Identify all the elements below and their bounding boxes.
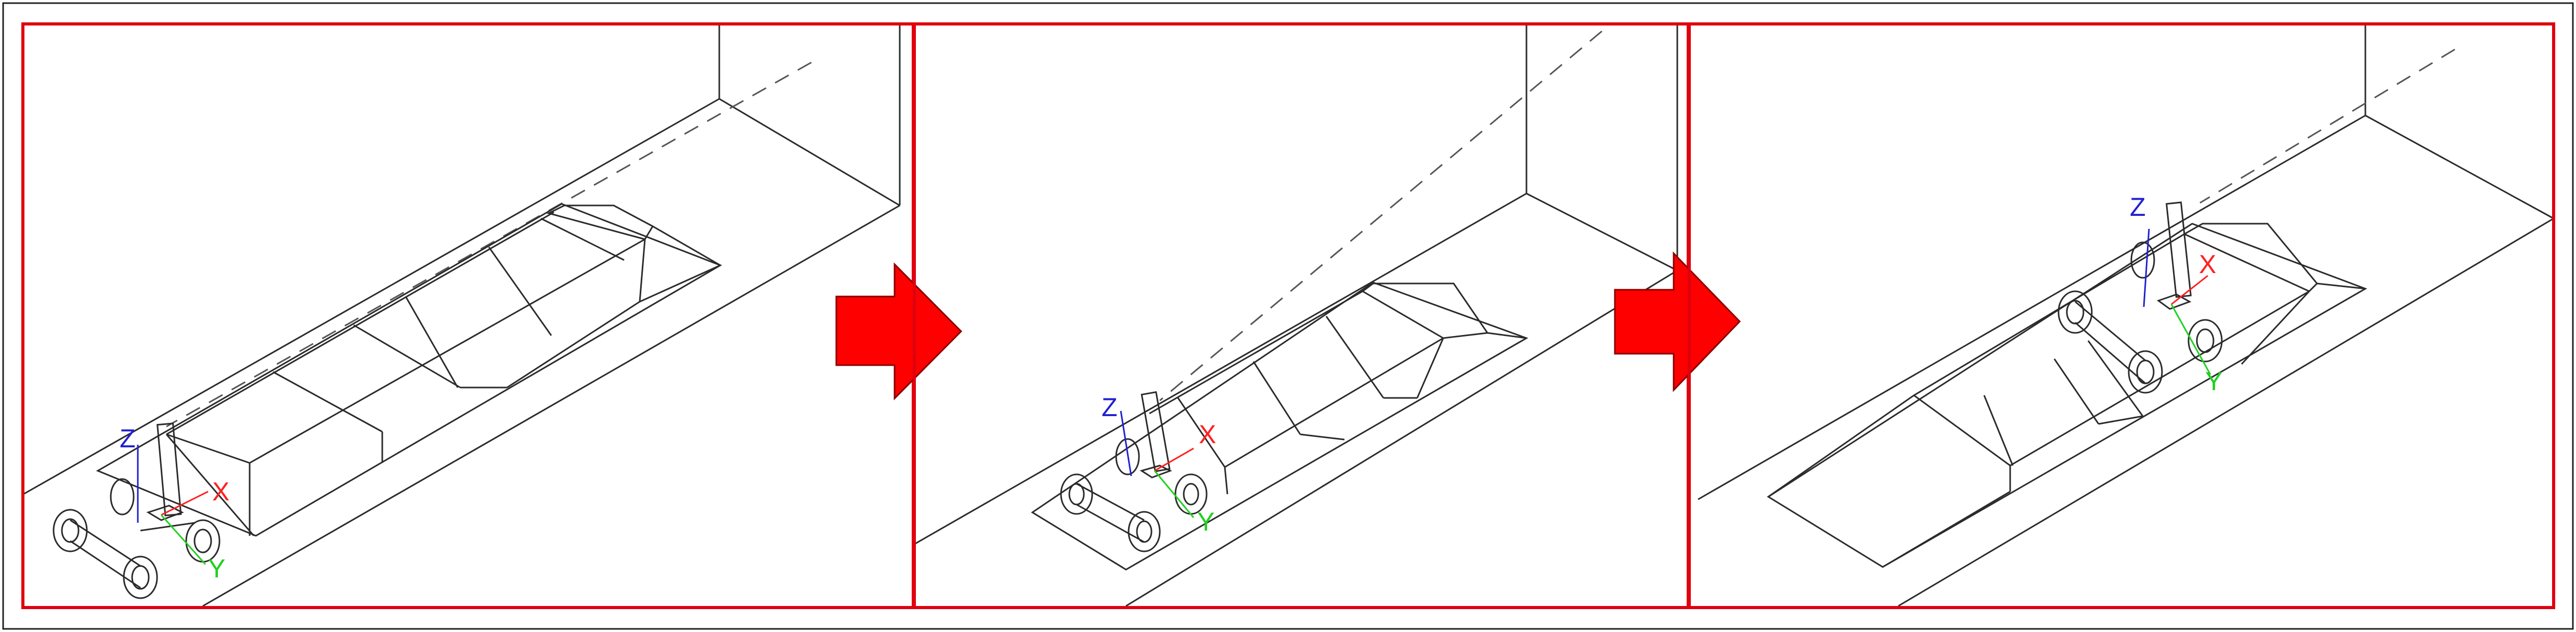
x-axis xyxy=(2171,275,2208,305)
panel-2: Z X Y xyxy=(913,22,1690,609)
panel-2-scene xyxy=(915,23,1678,607)
panel-2-axes xyxy=(1120,410,1195,518)
y-axis xyxy=(1154,470,1195,518)
panel-3-axes xyxy=(2143,228,2211,375)
panel-1: Z X Y xyxy=(21,22,915,609)
panel-1-axes xyxy=(137,445,209,565)
z-axis xyxy=(1120,410,1132,476)
right-arrow-icon xyxy=(1614,251,1741,392)
x-axis-label: X xyxy=(2199,250,2216,279)
z-axis xyxy=(2143,228,2150,307)
panel-1-frame xyxy=(21,22,915,609)
y-axis-label: Y xyxy=(1197,507,1214,536)
x-axis-label: X xyxy=(1199,420,1216,449)
z-axis-label: Z xyxy=(1102,393,1118,422)
z-axis-label: Z xyxy=(2130,192,2146,222)
panel-1-scene xyxy=(23,23,901,607)
right-arrow-icon xyxy=(835,262,963,401)
y-axis-label: Y xyxy=(208,554,225,583)
y-axis xyxy=(2170,304,2211,375)
x-axis xyxy=(1154,447,1194,472)
y-axis-label: Y xyxy=(2205,367,2222,396)
z-axis-label: Z xyxy=(120,424,136,453)
x-axis-label: X xyxy=(212,477,229,506)
panel-2-frame xyxy=(913,22,1690,609)
x-axis xyxy=(161,491,209,516)
panel-3-frame xyxy=(1688,22,2555,609)
y-axis xyxy=(160,514,206,565)
panel-3: Z X Y xyxy=(1688,22,2555,609)
panel-3-scene xyxy=(1698,23,2554,607)
